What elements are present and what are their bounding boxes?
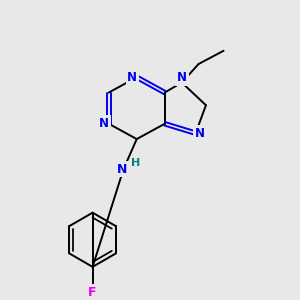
Text: H: H bbox=[131, 158, 140, 168]
Text: N: N bbox=[117, 163, 127, 176]
Text: N: N bbox=[127, 71, 137, 84]
Text: N: N bbox=[177, 71, 187, 84]
Text: F: F bbox=[88, 286, 97, 299]
Text: N: N bbox=[99, 117, 110, 130]
Text: N: N bbox=[195, 127, 205, 140]
